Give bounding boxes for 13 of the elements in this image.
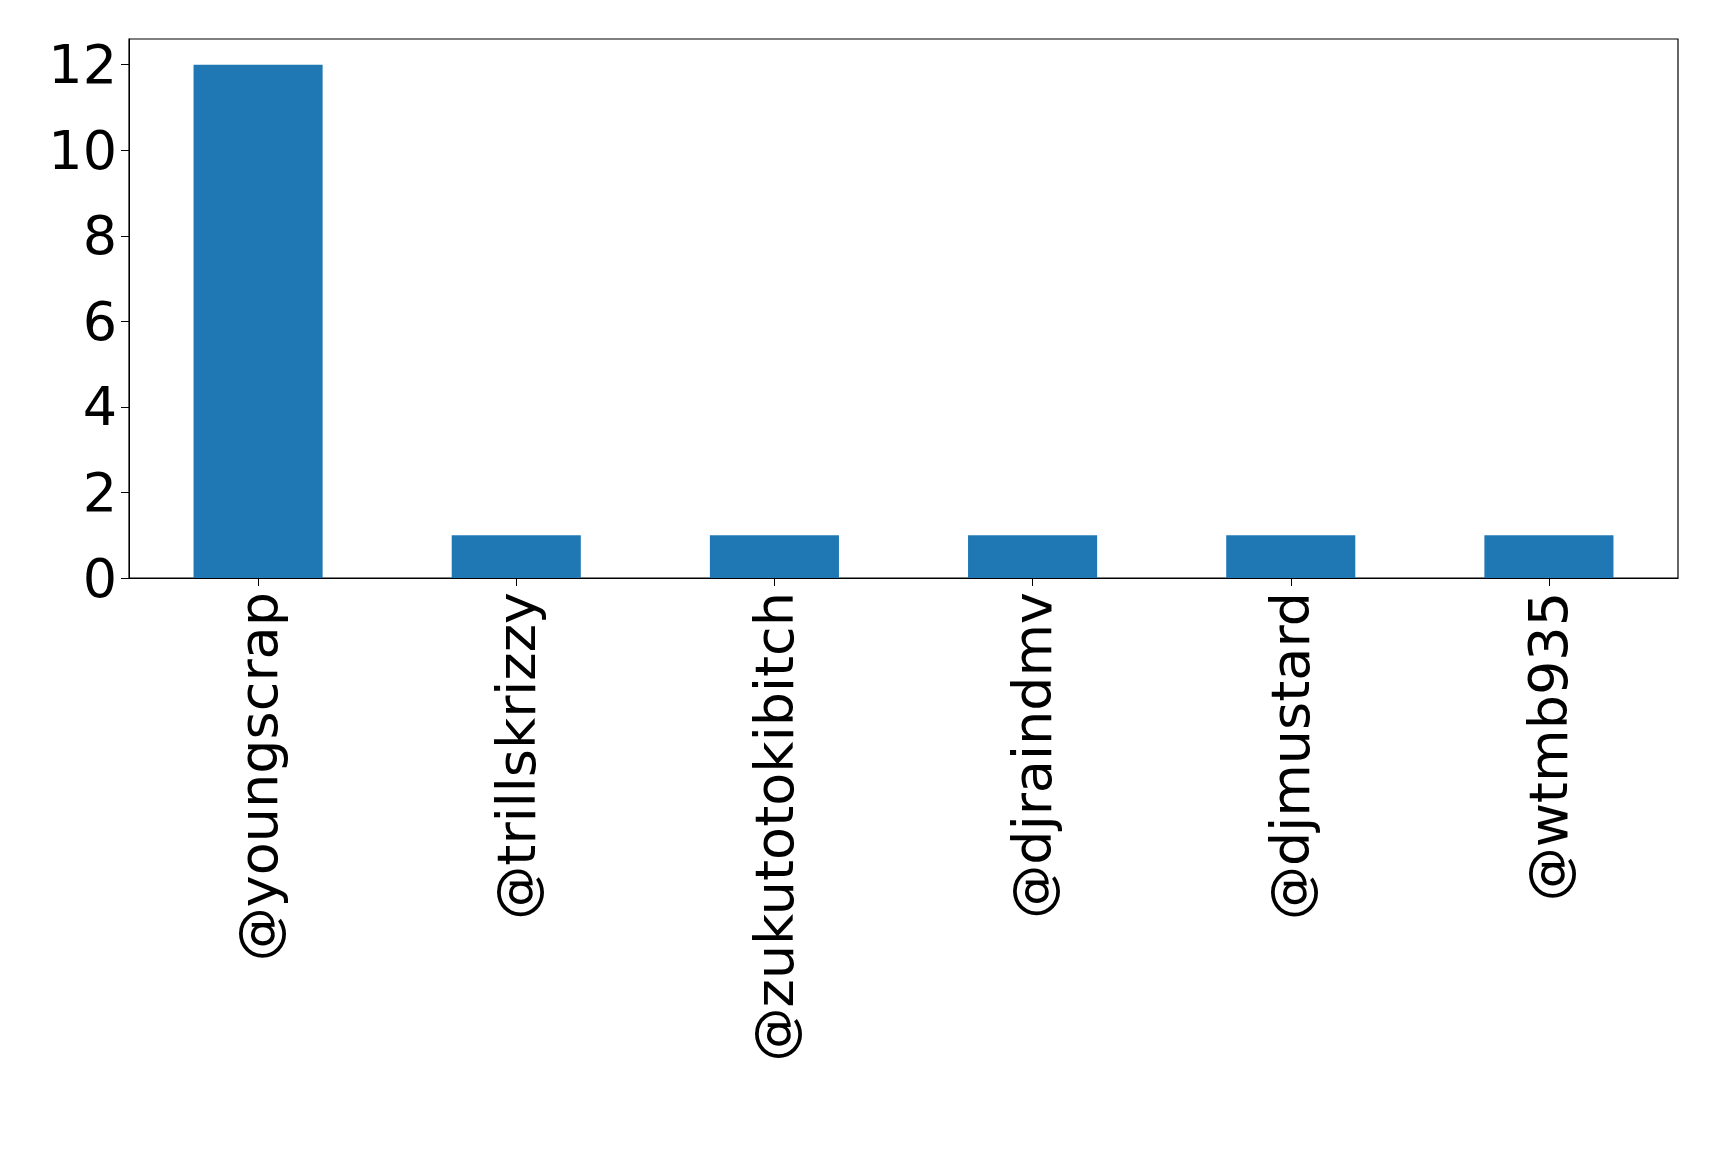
y-tick-label: 10 <box>48 118 117 182</box>
y-tick-label: 12 <box>48 33 117 97</box>
x-tick-label: @djraindmv <box>1001 592 1065 919</box>
y-tick-label: 2 <box>82 460 117 524</box>
x-tick-label: @youngscrap <box>226 592 290 962</box>
x-tick-label: @djmustard <box>1259 592 1323 921</box>
x-tick-label: @zukutotokibitch <box>742 592 806 1062</box>
x-tick-label: @trillskrizzy <box>484 592 548 920</box>
x-tick-label: @wtmb935 <box>1517 592 1581 902</box>
y-tick-label: 6 <box>82 289 117 353</box>
y-tick-label: 0 <box>82 546 117 610</box>
y-tick-label: 8 <box>82 204 117 268</box>
y-tick-label: 4 <box>82 375 117 439</box>
